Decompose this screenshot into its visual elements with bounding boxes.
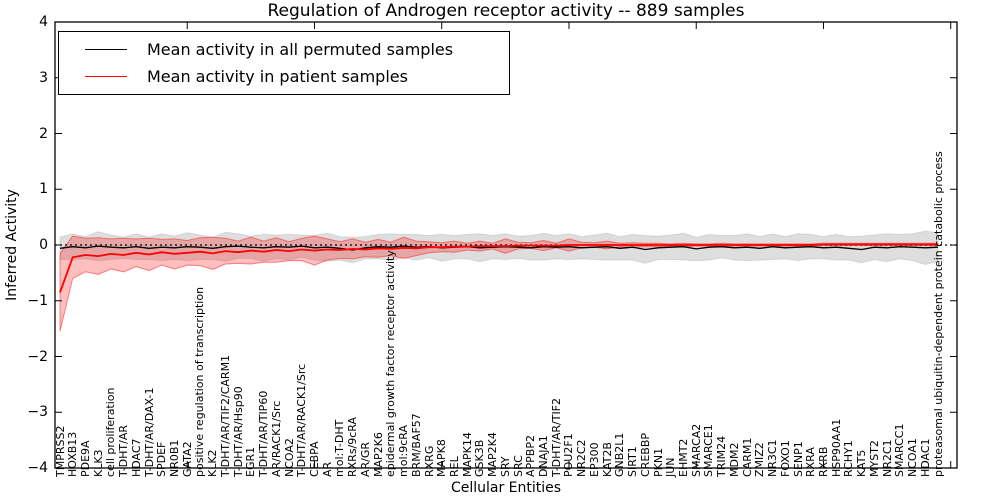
y-tick-label: −3 [27,404,48,421]
x-tick-label: HOXB13 [66,431,80,477]
x-tick-label: HDAC1 [918,438,932,477]
x-tick-label: NR2C1 [880,439,894,477]
x-tick-label: cell proliferation [104,387,118,477]
legend-entry-permuted: Mean activity in all permuted samples [85,40,509,59]
x-tick-label: MYST2 [867,440,881,477]
x-tick-label: NCOA2 [282,438,296,477]
x-tick-label: GATA2 [180,441,194,477]
x-tick-label: HDAC7 [129,438,143,477]
y-tick-label: 3 [39,69,48,86]
x-tick-label: SENP1 [791,441,805,477]
x-tick-label: NR0B1 [168,439,182,477]
x-tick-label: DNAJA1 [537,435,551,477]
x-tick-label: RXRG [422,445,436,477]
x-tick-label: MAPK14 [460,432,474,477]
x-tick-label: T-DHT/AR/DAX-1 [142,387,156,477]
x-tick-label: HSP90AA1 [829,418,843,477]
x-tick-label: MAPK8 [435,439,449,477]
x-tick-label: T-DHT/AR/TIF2 [549,397,563,477]
y-tick-label: −4 [27,460,48,476]
x-tick-label: BRM/BAF57 [409,413,423,477]
x-tick-label: KAT5 [855,449,869,477]
x-tick-label: SRY [498,456,512,477]
x-tick-label: NR3C1 [766,439,780,477]
x-tick-label: T-DHT/AR/TIP60 [257,390,271,477]
x-tick-label: AR/GR [358,441,372,477]
permuted-band [59,230,939,266]
legend-entry-patient: Mean activity in patient samples [85,67,509,86]
y-tick-label: 1 [39,181,48,198]
x-tick-label: SRC [511,455,525,477]
x-tick-label: NR2C2 [575,439,589,477]
x-tick-label: ZMIZ2 [753,442,767,477]
legend-line-permuted [85,49,127,50]
legend-line-patient [85,76,127,77]
x-tick-label: JUN [664,457,678,477]
x-tick-label: CREBBP [638,433,652,477]
x-tick-label: mol:T-DHT [333,419,347,477]
x-tick-label: KLK3 [91,449,105,477]
x-tick-label: proteasomal ubiquitin-dependent protein … [931,151,945,477]
x-tick-label: CARM1 [740,437,754,477]
x-tick-label: RXRA [804,447,818,477]
patient-band [59,235,939,332]
x-tick-label: SMARCA2 [689,423,703,477]
x-tick-label: SIRT1 [626,446,640,477]
x-tick-label: epidermal growth factor receptor activit… [384,250,398,477]
x-tick-label: MDM2 [727,442,741,477]
x-tick-label: SMARCC1 [893,423,907,477]
x-tick-label: MAP2K4 [486,432,500,477]
x-tick-label: FOXO1 [778,440,792,477]
x-tick-label: RXRs/9cRA [346,416,360,477]
x-tick-label: T-DHT/AR/RACK1/Src [295,363,309,477]
x-tick-label: T-DHT/AR/Hsp90 [231,386,245,477]
y-tick-label: −1 [27,292,48,309]
plot-frame [54,21,958,469]
legend-box: Mean activity in all permuted samples Me… [58,31,510,95]
x-tick-label: SPDEF [155,441,169,477]
x-tick-label: GSK3B [473,439,487,477]
x-tick-label: RCHY1 [842,440,856,477]
x-tick-label: APPBP2 [524,435,538,477]
x-tick-label: CEBPA [307,441,321,477]
x-tick-label: TRIM24 [715,435,729,477]
chart-title: Regulation of Androgen receptor activity… [267,1,745,21]
x-tick-label: mol:9cRA [397,425,411,477]
x-tick-label: NCOA1 [906,438,920,477]
x-tick-label: GNB2L1 [613,432,627,477]
x-tick-label: AR/RACK1/Src [269,400,283,477]
x-tick-label: KLK2 [206,449,220,477]
x-tick-label: SMARCE1 [702,424,716,477]
legend-label-permuted: Mean activity in all permuted samples [147,40,454,59]
x-tick-label: RXRB [816,446,830,477]
x-tick-label: PDE9A [78,440,92,477]
x-tick-label: T-DHT/AR [117,424,131,477]
x-tick-label: TMPRSS2 [53,425,67,477]
x-tick-label: KAT2B [600,442,614,477]
x-tick-label: positive regulation of transcription [193,286,207,477]
x-tick-label: AR [320,461,334,477]
patient-mean-line [59,243,938,293]
x-tick-label: EHMT2 [677,438,690,477]
x-tick-label: MAP2K6 [371,432,385,477]
x-tick-label: T-DHT/AR/TIF2/CARM1 [218,354,232,477]
x-tick-label: REL [447,456,461,477]
y-tick-label: −2 [27,348,48,365]
x-axis-label: Cellular Entities [450,480,562,496]
x-tick-label: EGR1 [244,446,258,477]
x-tick-label: POU2F1 [562,433,576,477]
legend-label-patient: Mean activity in patient samples [147,67,408,86]
y-tick-label: 2 [39,125,48,142]
x-tick-label: PKN1 [651,447,665,477]
y-tick-label: 4 [39,14,48,30]
x-tick-label: EP300 [587,442,601,477]
y-tick-label: 0 [39,237,48,253]
